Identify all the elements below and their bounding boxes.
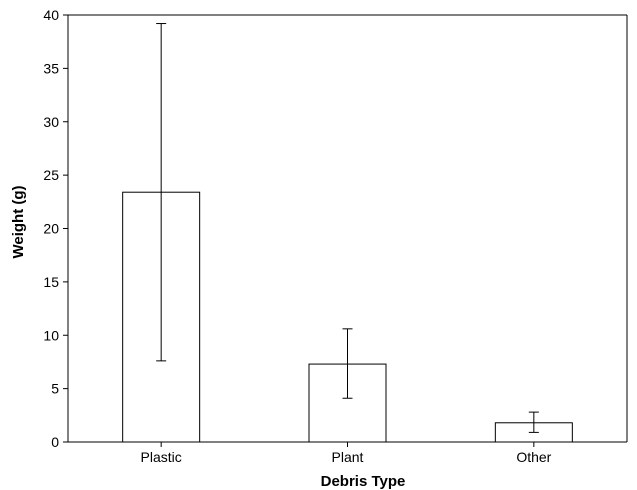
y-axis-ticks: 0 5 10 15 20 25 30 35 40 [43,7,68,450]
x-tick-label: Plant [332,449,364,465]
x-tick-label: Plastic [141,449,182,465]
y-tick-label: 0 [51,434,59,450]
bars [122,191,573,443]
y-tick-label: 35 [43,60,59,76]
y-tick-label: 25 [43,167,59,183]
x-axis-ticks: Plastic Plant Other [141,442,552,465]
y-tick-label: 5 [51,381,59,397]
y-tick-label: 20 [43,221,59,237]
x-tick-label: Other [516,449,551,465]
y-tick-label: 10 [43,327,59,343]
y-axis-title: Weight (g) [10,185,27,258]
error-bars [156,23,539,433]
y-tick-label: 30 [43,114,59,130]
y-tick-label: 15 [43,274,59,290]
y-tick-label: 40 [43,7,59,23]
x-axis-title: Debris Type [321,473,406,490]
